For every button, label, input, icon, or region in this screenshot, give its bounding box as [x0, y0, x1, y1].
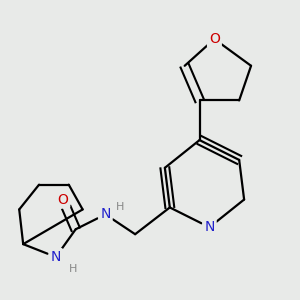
Text: H: H	[68, 264, 77, 274]
Text: O: O	[57, 193, 68, 206]
Text: N: N	[204, 220, 214, 234]
Text: N: N	[100, 207, 111, 221]
Text: H: H	[116, 202, 124, 212]
Text: O: O	[209, 32, 220, 46]
Text: N: N	[51, 250, 61, 264]
